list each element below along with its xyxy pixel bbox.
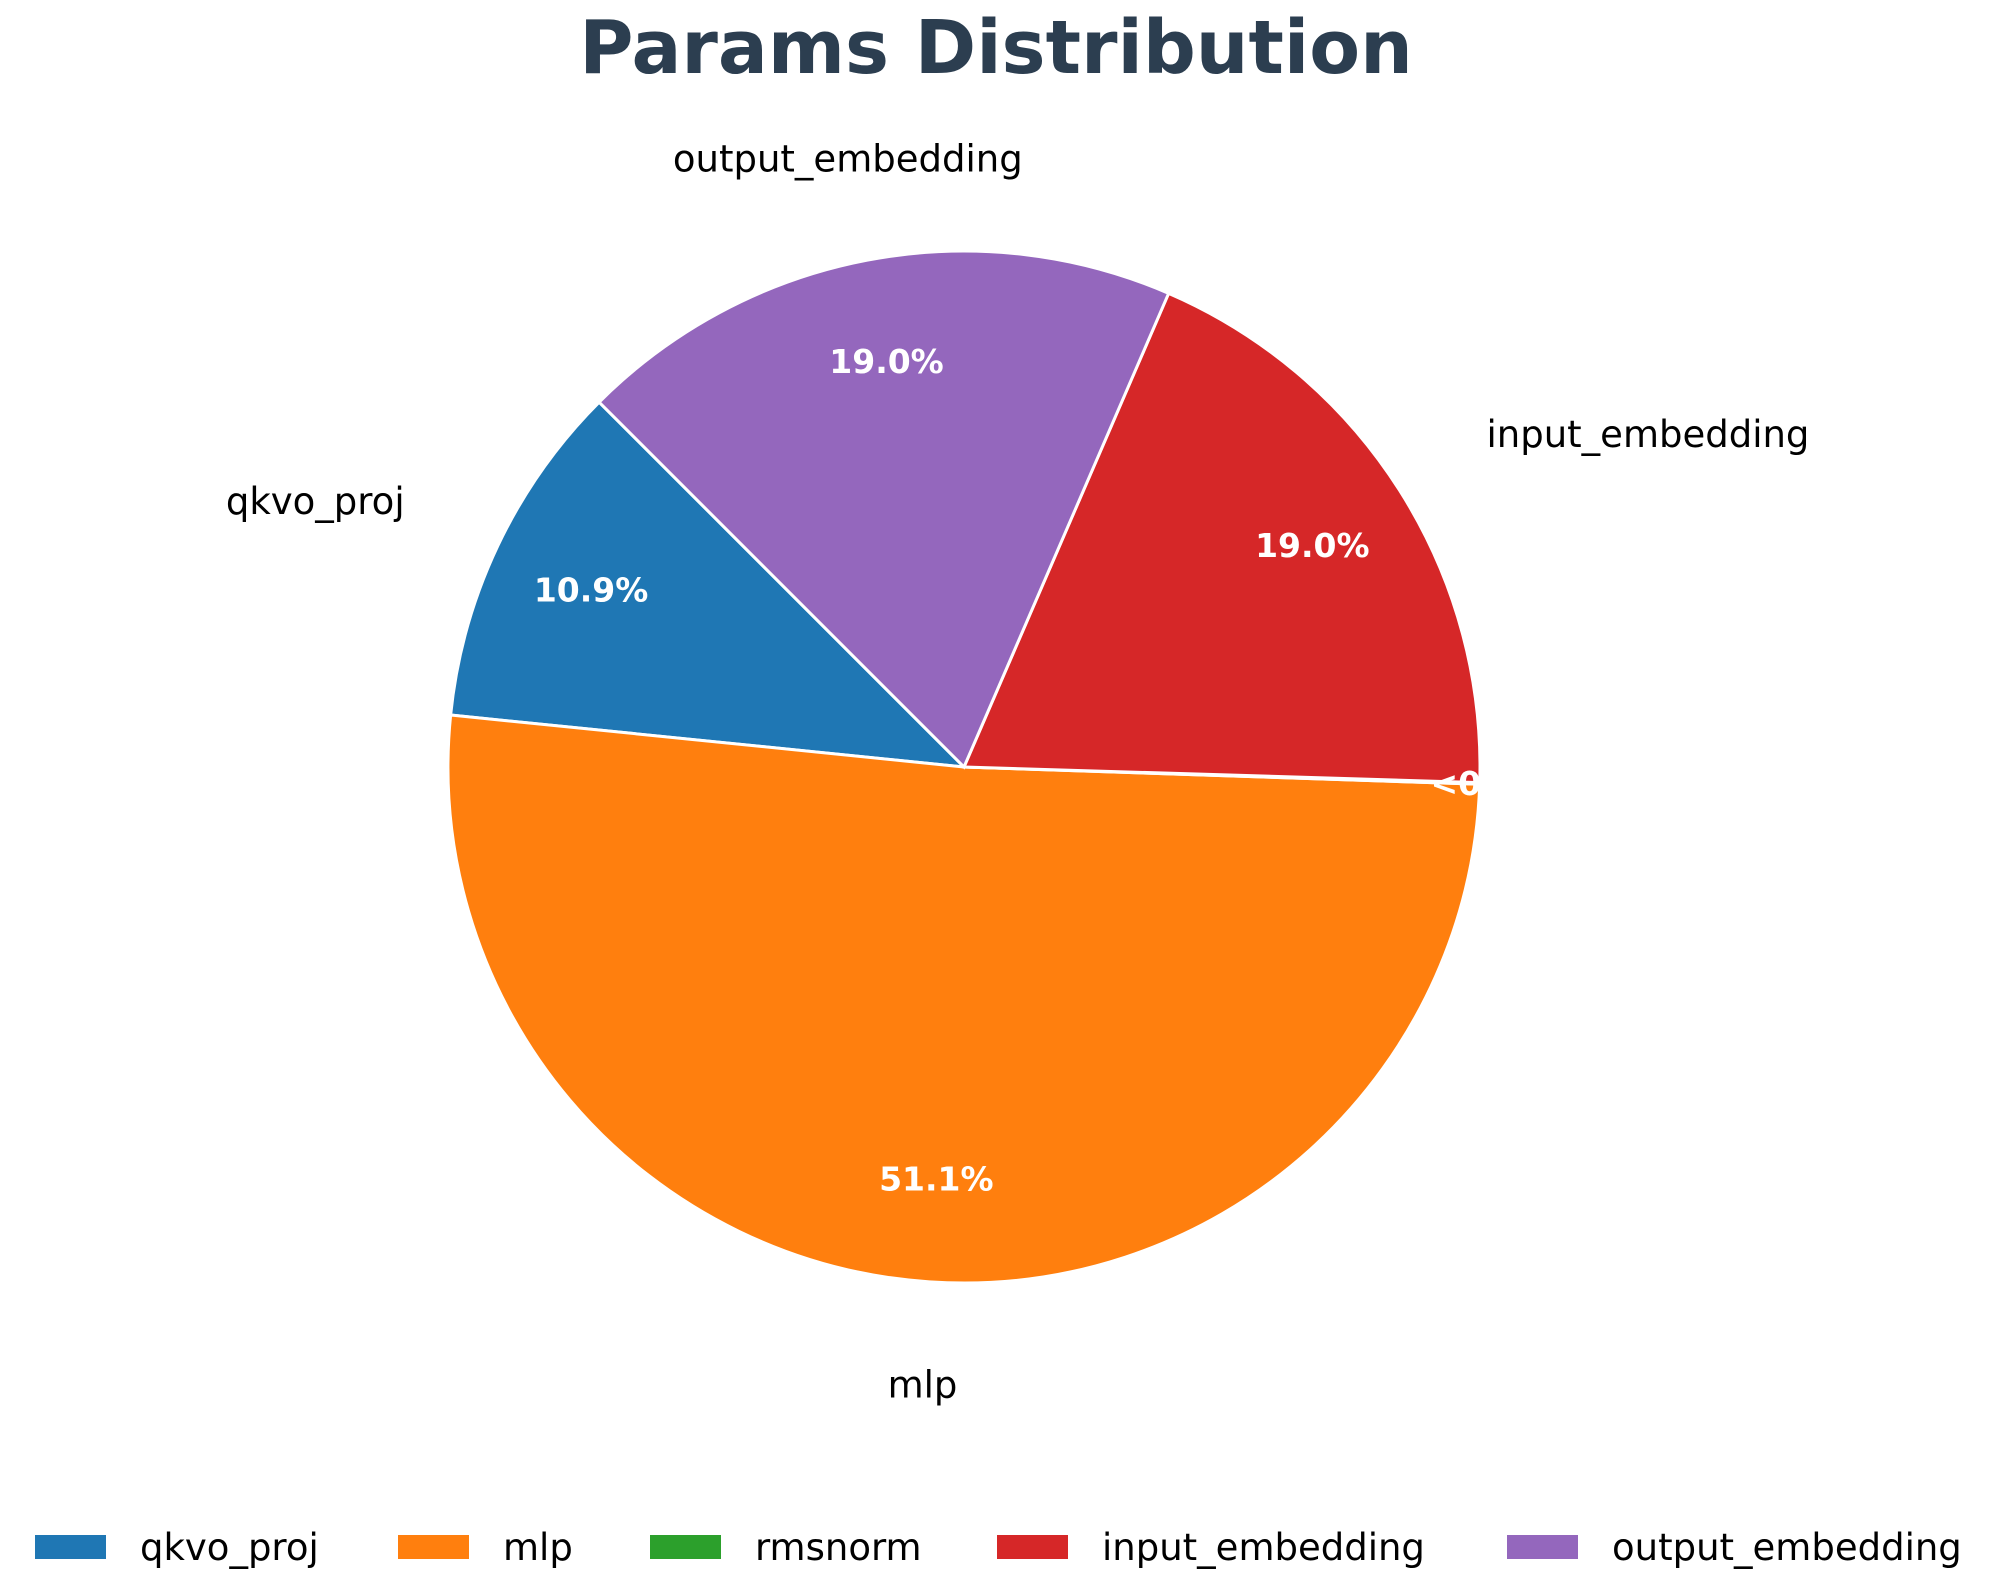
legend-swatch [1507, 1535, 1578, 1559]
legend-item-rmsnorm: rmsnorm [650, 1523, 922, 1571]
slice-percent-labels: 10.9% 51.1% <0.5% 19.0% 19.0% [534, 342, 1550, 1198]
legend-label: output_embedding [1612, 1525, 1962, 1569]
legend-item-input-embedding: input_embedding [997, 1523, 1425, 1571]
pie-slice-qkvo-proj [448, 400, 969, 769]
legend-item-output-embedding: output_embedding [1507, 1523, 1962, 1571]
legend-label: mlp [503, 1525, 573, 1569]
chart-title: Params Distribution [579, 5, 1413, 91]
legend-swatch [398, 1535, 469, 1559]
slice-label-input-embedding: input_embedding [1487, 413, 1810, 456]
legend-label: rmsnorm [755, 1525, 922, 1569]
slice-percent-input-embedding: 19.0% [1255, 526, 1370, 565]
legend-label: qkvo_proj [140, 1525, 319, 1569]
legend-item-mlp: mlp [398, 1523, 573, 1571]
legend-swatch [997, 1535, 1068, 1559]
legend-swatch [650, 1535, 721, 1559]
slice-percent-qkvo-proj: 10.9% [534, 571, 649, 610]
pie-slice-output-embedding [597, 249, 1171, 770]
legend-item-qkvo-proj: qkvo_proj [35, 1523, 319, 1571]
slice-percent-rmsnorm: <0.5% [1430, 764, 1549, 803]
slice-percent-mlp: 51.1% [879, 1159, 994, 1198]
slice-label-mlp: mlp [888, 1363, 958, 1406]
slice-label-output-embedding: output_embedding [673, 137, 1023, 180]
pie-slices [446, 249, 1482, 1285]
legend-label: input_embedding [1102, 1525, 1425, 1569]
slice-percent-output-embedding: 19.0% [829, 342, 944, 381]
legend-swatch [35, 1535, 106, 1559]
legend: qkvo_proj mlp rmsnorm input_embedding output… [0, 1523, 1992, 1571]
pie-slice-mlp [446, 713, 1482, 1285]
pie-slice-input-embedding [961, 291, 1482, 785]
slice-label-qkvo-proj: qkvo_proj [226, 480, 405, 523]
